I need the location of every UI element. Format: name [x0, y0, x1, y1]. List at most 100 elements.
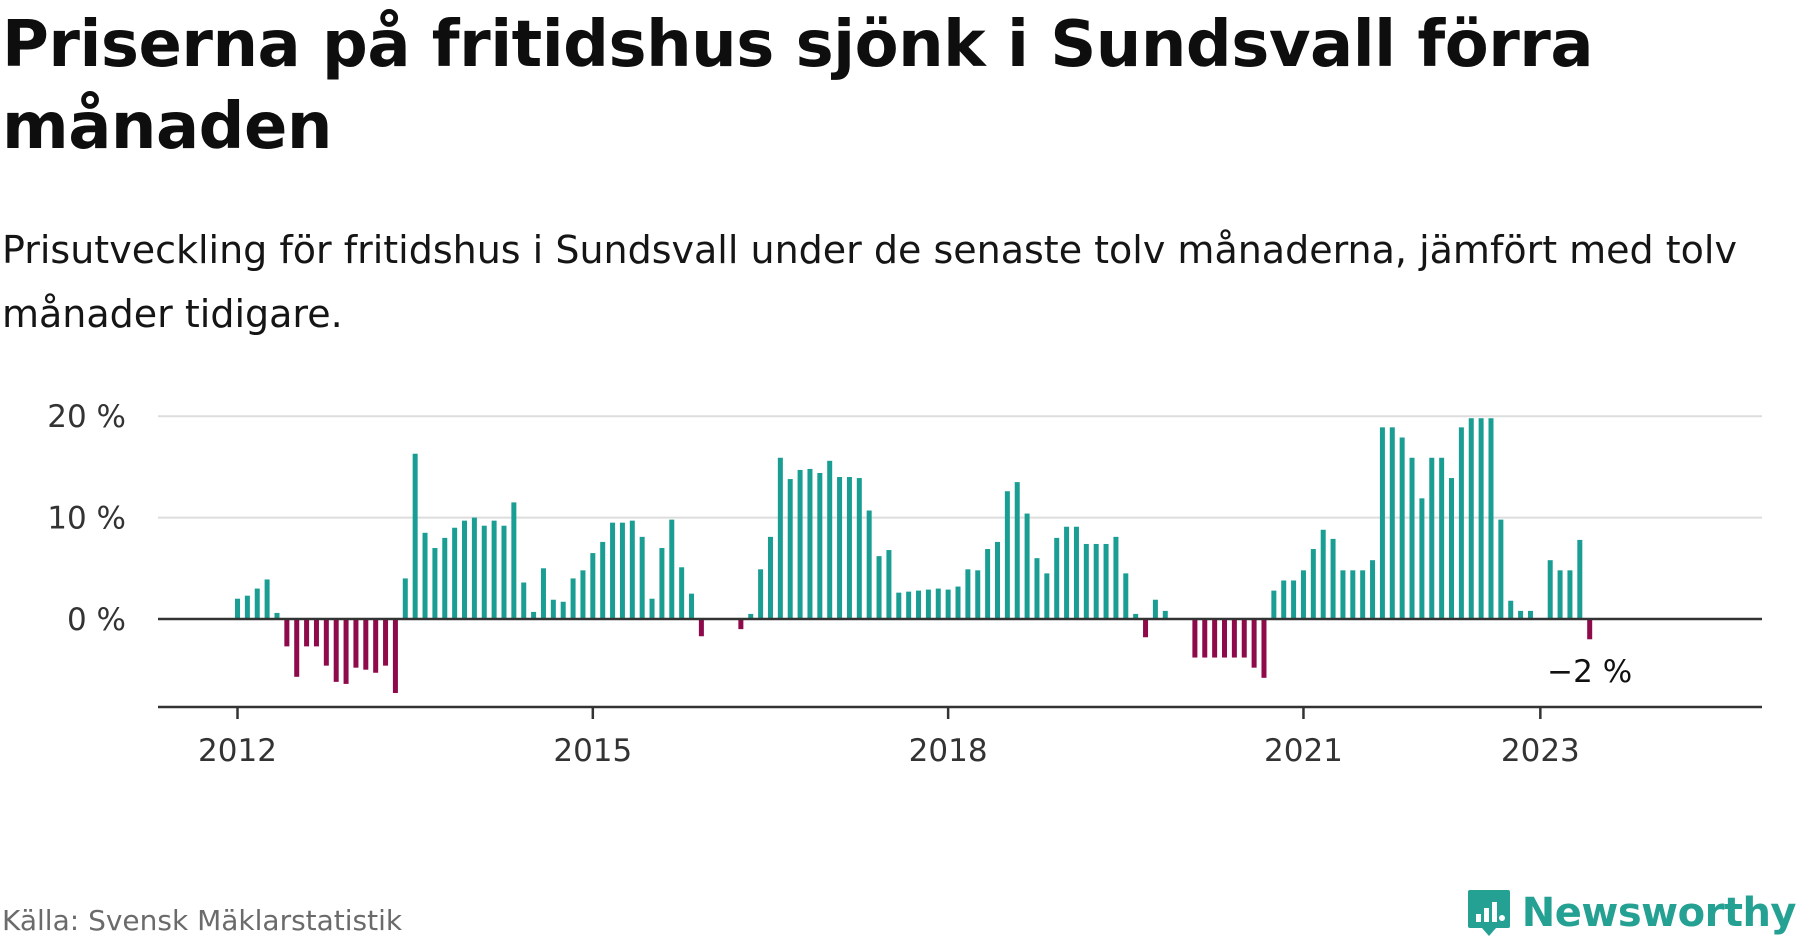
- bar: [906, 591, 912, 619]
- bar: [916, 590, 922, 619]
- bar: [787, 479, 793, 619]
- bar: [975, 570, 981, 619]
- bar: [422, 532, 428, 619]
- bar: [1399, 437, 1405, 619]
- bar: [481, 525, 487, 619]
- bar: [1113, 536, 1119, 619]
- bar: [1409, 457, 1415, 619]
- bar: [511, 502, 517, 619]
- bar-chart: 0 % 10 % 20 % 2012 2015 2018 2021 2023 −2 %: [47, 399, 1762, 769]
- bar: [807, 468, 813, 619]
- bar: [442, 537, 448, 619]
- bar: [1498, 519, 1504, 619]
- bar: [1044, 573, 1050, 619]
- bar: [294, 619, 300, 677]
- bar: [392, 619, 398, 694]
- bar: [550, 599, 556, 619]
- bar: [1261, 619, 1267, 678]
- bar: [886, 550, 892, 619]
- bar: [1073, 526, 1079, 619]
- bar: [1547, 560, 1553, 619]
- bar: [945, 589, 951, 619]
- bar: [264, 579, 270, 619]
- bar: [1103, 543, 1109, 619]
- x-tick-label: 2012: [198, 733, 277, 769]
- bar: [797, 469, 803, 619]
- bar: [837, 477, 843, 619]
- bar: [580, 570, 586, 619]
- x-tick-label: 2023: [1501, 733, 1580, 769]
- brand-name: Newsworthy: [1521, 890, 1797, 936]
- x-tick-label: 2015: [553, 733, 632, 769]
- bar: [383, 619, 389, 666]
- bar: [462, 520, 468, 619]
- bar: [1162, 610, 1168, 619]
- bar: [1133, 613, 1139, 619]
- bar: [985, 549, 991, 619]
- bar: [1577, 539, 1583, 619]
- bar: [313, 619, 319, 647]
- bar: [1340, 570, 1346, 619]
- bar: [452, 527, 458, 619]
- source-note: Källa: Svensk Mäklarstatistik: [2, 904, 403, 937]
- bar: [1241, 619, 1247, 658]
- bar: [659, 548, 665, 619]
- bar: [1212, 619, 1218, 658]
- x-tick-label: 2021: [1264, 733, 1343, 769]
- bar: [846, 477, 852, 619]
- bar: [1271, 590, 1277, 619]
- bar: [353, 619, 359, 668]
- bar: [777, 457, 783, 619]
- bar: [1557, 570, 1563, 619]
- bar: [521, 582, 527, 619]
- bar: [590, 553, 596, 619]
- bar: [373, 619, 379, 673]
- bar: [1478, 418, 1484, 619]
- bar: [600, 541, 606, 619]
- y-tick-label: 20 %: [47, 399, 126, 435]
- bar: [1300, 570, 1306, 619]
- bar: [689, 593, 695, 619]
- bar: [1439, 457, 1445, 619]
- bar: [1419, 498, 1425, 619]
- bar: [679, 567, 685, 619]
- bar: [1587, 619, 1593, 640]
- bar: [1320, 529, 1326, 619]
- bar: [748, 613, 754, 619]
- bar: [304, 619, 310, 647]
- bar: [994, 541, 1000, 619]
- bar: [738, 619, 744, 630]
- newsworthy-logo-icon: [1467, 890, 1510, 936]
- bar: [1024, 513, 1030, 619]
- bar: [610, 522, 616, 619]
- last-value-label: −2 %: [1547, 654, 1632, 690]
- bar: [333, 619, 339, 682]
- y-tick-label: 0 %: [67, 602, 126, 638]
- bar: [1518, 610, 1524, 619]
- bar: [1143, 619, 1149, 638]
- bar: [1389, 427, 1395, 619]
- bar: [323, 619, 329, 666]
- bar: [1527, 610, 1533, 619]
- bar: [432, 548, 438, 619]
- bar: [698, 619, 704, 637]
- bar: [363, 619, 369, 670]
- bar: [935, 588, 941, 619]
- bar: [1251, 619, 1257, 668]
- bar: [540, 568, 546, 619]
- bar: [1360, 570, 1366, 619]
- bar: [1429, 457, 1435, 619]
- bar: [1123, 573, 1129, 619]
- chart-title: Priserna på fritidshus sjönk i Sundsvall…: [2, 8, 1594, 164]
- bar: [1449, 478, 1455, 619]
- bar: [235, 598, 240, 619]
- bar: [491, 520, 497, 619]
- bar: [1370, 560, 1376, 619]
- bar: [1379, 427, 1385, 619]
- bar: [955, 586, 961, 619]
- bar: [1231, 619, 1237, 658]
- bar: [1508, 600, 1514, 619]
- bar: [1004, 491, 1010, 619]
- bar: [629, 520, 635, 619]
- bar: [1281, 580, 1287, 619]
